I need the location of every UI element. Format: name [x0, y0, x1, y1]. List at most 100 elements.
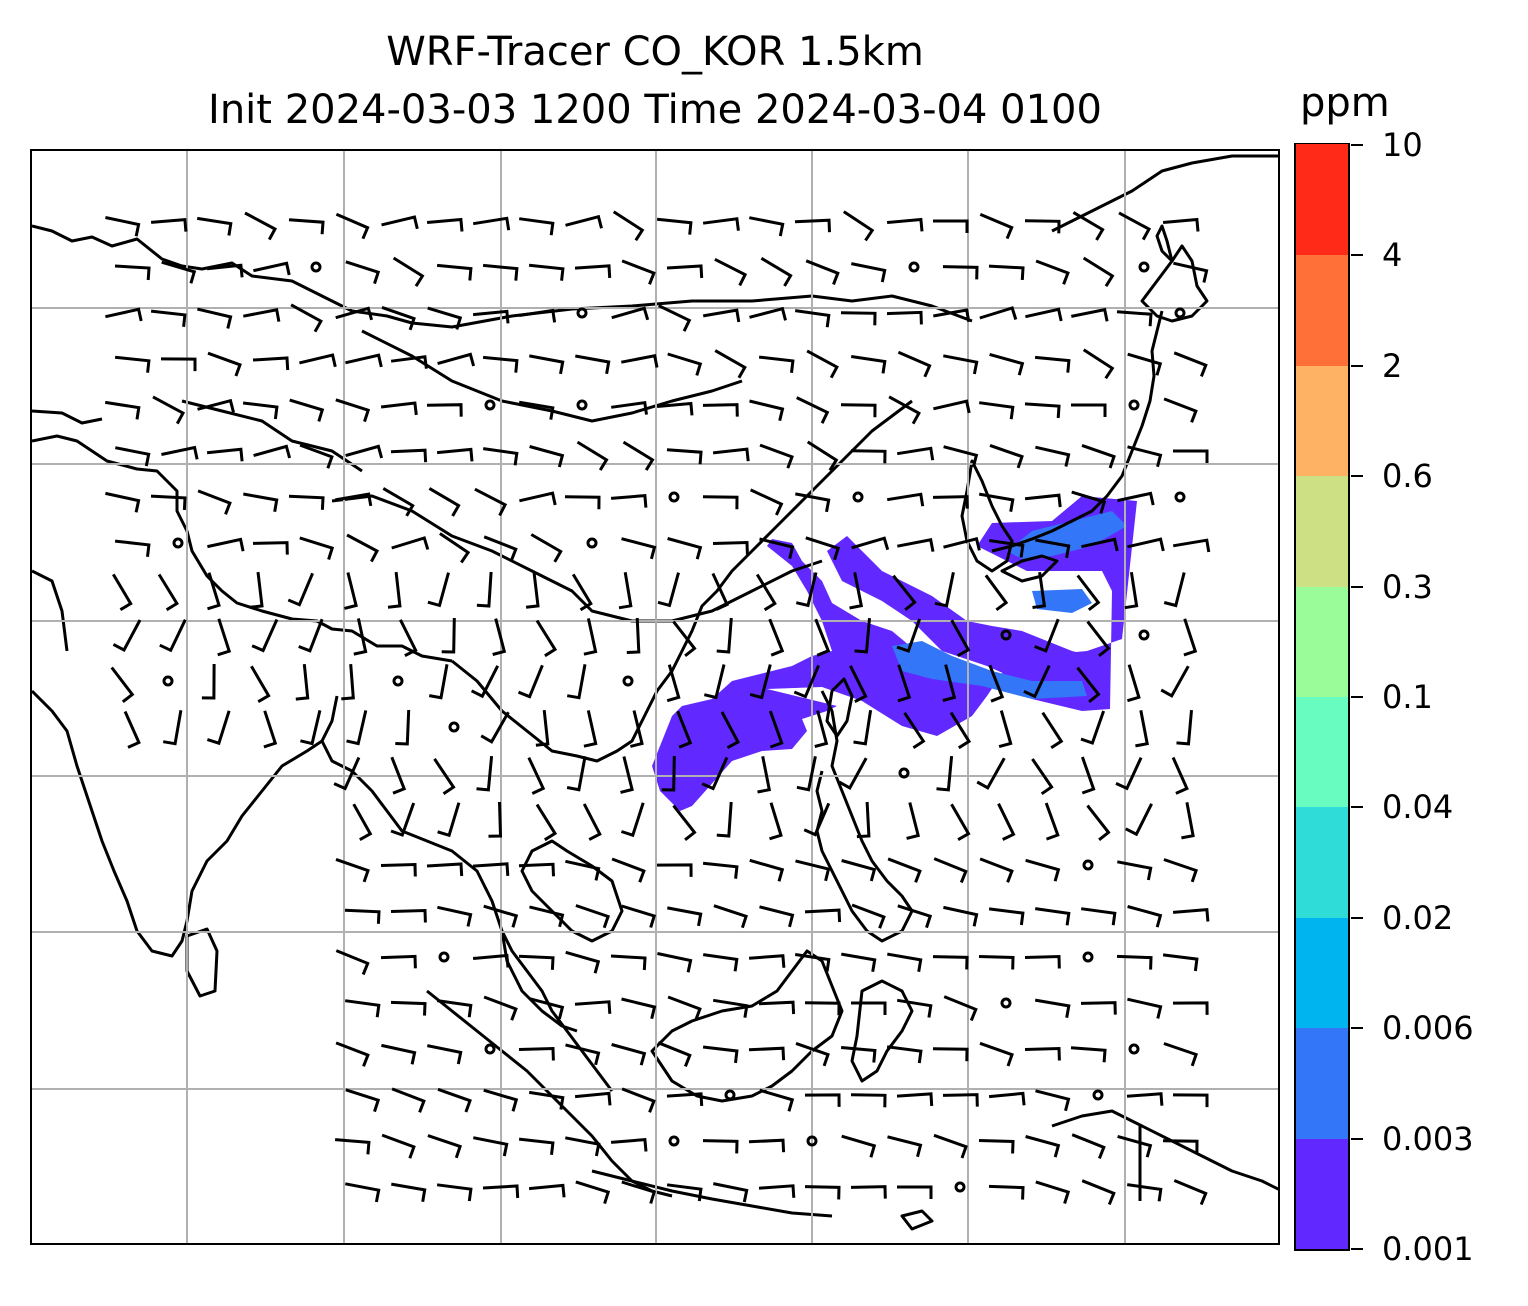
wind-barb	[1163, 397, 1198, 423]
wind-barb	[289, 398, 325, 422]
wind-barb	[518, 862, 555, 877]
coastline-japan-south	[1000, 554, 1059, 583]
wind-barb	[758, 355, 795, 373]
wind-barb	[997, 803, 1016, 841]
wind-barb	[206, 263, 244, 278]
wind-barb	[528, 1090, 565, 1110]
wind-barb	[253, 261, 291, 276]
wind-barb	[658, 304, 692, 332]
wind-barb	[1125, 803, 1153, 837]
wind-barb	[436, 999, 473, 1018]
wind-barb	[702, 217, 740, 231]
wind-barb	[610, 493, 648, 508]
wind-barb	[1127, 537, 1165, 552]
wind-barb	[382, 487, 415, 517]
wind-barb	[575, 1180, 611, 1205]
wind-barb	[932, 1047, 969, 1062]
colorbar-tick	[1351, 1248, 1363, 1250]
wind-barb	[483, 1088, 519, 1112]
colorbar-tick-label: 0.006	[1382, 1009, 1474, 1048]
wind-barb	[1173, 449, 1209, 463]
wind-barb	[1115, 756, 1143, 791]
wind-barb	[197, 398, 235, 413]
wind-barb	[335, 949, 370, 976]
wind-barb	[250, 665, 271, 703]
wind-barb	[667, 995, 702, 1021]
wind-barb	[1127, 352, 1163, 376]
wind-barb	[936, 755, 954, 792]
wind-barb	[380, 954, 417, 969]
wind-barb	[1163, 572, 1186, 608]
wind-barb	[716, 617, 733, 654]
wind-barb	[571, 573, 593, 612]
wind-barb	[667, 537, 703, 560]
wind-barb	[850, 1093, 887, 1108]
wind-barb	[840, 403, 877, 418]
coastline-taiwan	[825, 677, 854, 738]
calm-wind-marker	[1000, 629, 1012, 641]
wind-barb	[529, 997, 565, 1020]
colorbar-tick	[1351, 364, 1363, 367]
wind-barb	[196, 216, 233, 236]
wind-barb	[626, 617, 641, 654]
wind-barb	[887, 1135, 923, 1158]
wind-barb	[263, 710, 278, 749]
coastline-philippines	[815, 690, 914, 943]
wind-barb	[251, 618, 279, 653]
wind-barb	[1081, 443, 1116, 469]
wind-barb	[1173, 351, 1208, 377]
wind-barb	[841, 859, 877, 882]
wind-barb	[1183, 618, 1198, 657]
wind-barb	[897, 538, 935, 552]
wind-barb	[795, 859, 831, 882]
coastline-kazakhstan	[181, 399, 363, 473]
wind-barb	[529, 354, 565, 375]
wind-barb	[390, 1000, 427, 1016]
wind-barb	[976, 757, 1006, 790]
wind-barb	[667, 352, 703, 376]
colorbar-tick-label: 0.1	[1382, 678, 1433, 716]
wind-barb	[1071, 1133, 1106, 1159]
wind-barb	[391, 1182, 427, 1203]
calm-wind-marker	[1138, 629, 1150, 641]
wind-barb	[530, 533, 563, 563]
wind-barb	[1135, 710, 1149, 748]
wind-barb	[950, 619, 971, 658]
calm-wind-marker	[898, 767, 910, 779]
wind-barb	[483, 904, 519, 928]
wind-barb	[437, 352, 476, 367]
gridlines	[32, 151, 1278, 1243]
plume-mid-concentration-c	[1032, 589, 1092, 613]
wind-barb	[932, 495, 969, 509]
wind-barb	[518, 1046, 555, 1061]
wind-barb	[978, 1139, 1015, 1154]
wind-barb	[618, 571, 633, 610]
colorbar-tick-label: 0.3	[1382, 567, 1433, 606]
wind-barb	[345, 444, 384, 459]
wind-barb	[768, 710, 784, 749]
wind-barb	[437, 1087, 472, 1113]
wind-barb	[583, 618, 598, 656]
coastline-sri-lanka	[185, 927, 219, 998]
wind-barb	[942, 1093, 979, 1107]
wind-barb	[713, 1182, 749, 1203]
wind-barb	[380, 401, 418, 416]
colorbar-segment	[1296, 696, 1348, 808]
wind-barb	[1024, 493, 1062, 508]
wind-barb	[290, 303, 323, 333]
wind-barb	[942, 265, 979, 280]
wind-barb	[344, 908, 381, 924]
wind-barb	[488, 801, 503, 838]
wind-barb	[984, 574, 1009, 612]
wind-barb	[253, 444, 292, 459]
wind-barb	[1126, 664, 1141, 703]
wind-barb	[1127, 445, 1163, 468]
wind-barb	[1024, 1046, 1061, 1061]
coastline-bay-of-bengal	[320, 740, 578, 1033]
calm-wind-marker	[724, 1089, 736, 1101]
wind-barb	[159, 619, 187, 653]
wind-barb	[979, 306, 1018, 320]
calm-wind-marker	[1092, 1089, 1104, 1101]
wind-barb	[427, 572, 450, 608]
colorbar-tick	[1351, 1027, 1363, 1030]
